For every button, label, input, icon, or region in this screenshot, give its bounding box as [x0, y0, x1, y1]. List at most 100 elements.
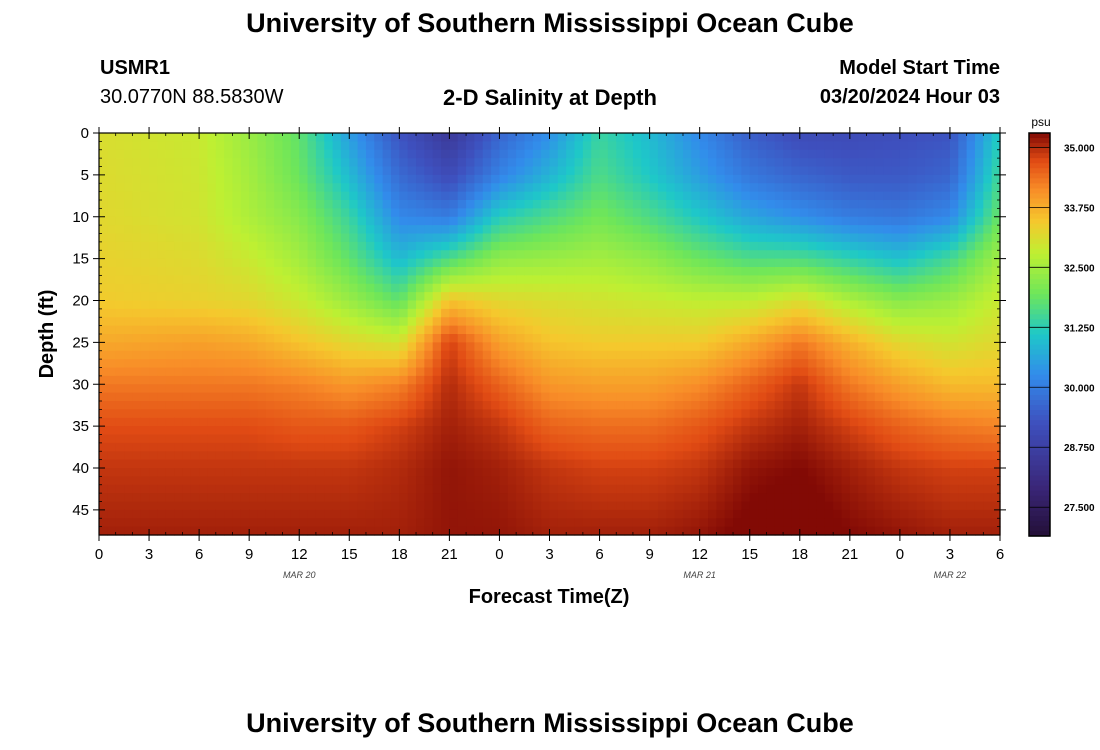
- heatmap-cell: [657, 166, 667, 176]
- heatmap-cell: [390, 459, 400, 469]
- heatmap-cell: [290, 183, 300, 193]
- heatmap-cell: [249, 526, 259, 536]
- heatmap-cell: [115, 292, 125, 302]
- heatmap-cell: [858, 292, 868, 302]
- heatmap-cell: [491, 342, 501, 352]
- heatmap-cell: [682, 174, 692, 184]
- heatmap-cell: [774, 158, 784, 168]
- heatmap-cell: [674, 509, 684, 519]
- heatmap-cell: [324, 409, 334, 419]
- heatmap-cell: [299, 493, 309, 503]
- heatmap-cell: [466, 367, 476, 377]
- heatmap-cell: [699, 359, 709, 369]
- heatmap-cell: [783, 158, 793, 168]
- heatmap-cell: [783, 401, 793, 410]
- heatmap-cell: [624, 216, 634, 226]
- heatmap-cell: [182, 468, 192, 477]
- heatmap-cell: [399, 375, 409, 385]
- heatmap-cell: [257, 183, 267, 193]
- heatmap-cell: [682, 191, 692, 201]
- heatmap-cell: [657, 409, 667, 419]
- heatmap-cell: [457, 518, 467, 528]
- heatmap-cell: [524, 501, 534, 511]
- heatmap-cell: [274, 158, 284, 168]
- heatmap-cell: [708, 468, 717, 477]
- heatmap-cell: [899, 493, 909, 503]
- heatmap-cell: [349, 267, 359, 276]
- heatmap-cell: [908, 342, 918, 352]
- heatmap-cell: [691, 166, 701, 176]
- heatmap-cell: [657, 426, 667, 436]
- heatmap-cell: [441, 300, 450, 310]
- heatmap-cell: [866, 241, 876, 251]
- heatmap-cell: [799, 174, 809, 184]
- heatmap-cell: [599, 183, 609, 193]
- heatmap-cell: [457, 476, 467, 486]
- heatmap-cell: [182, 509, 192, 519]
- heatmap-cell: [549, 174, 559, 184]
- heatmap-cell: [799, 401, 809, 410]
- heatmap-cell: [841, 476, 851, 486]
- heatmap-cell: [265, 409, 275, 419]
- heatmap-cell: [849, 267, 859, 276]
- heatmap-cell: [132, 526, 142, 536]
- heatmap-cell: [390, 434, 400, 444]
- heatmap-cell: [958, 342, 968, 352]
- heatmap-cell: [824, 468, 834, 477]
- heatmap-cell: [457, 325, 467, 335]
- heatmap-cell: [466, 434, 476, 444]
- heatmap-cell: [824, 417, 834, 427]
- heatmap-cell: [399, 518, 409, 528]
- heatmap-cell: [616, 216, 626, 226]
- heatmap-cell: [474, 158, 484, 168]
- heatmap-cell: [257, 250, 267, 260]
- heatmap-cell: [649, 325, 659, 335]
- heatmap-cell: [783, 216, 793, 226]
- heatmap-cell: [340, 325, 350, 335]
- heatmap-cell: [541, 216, 551, 226]
- heatmap-cell: [140, 401, 150, 410]
- heatmap-cell: [482, 417, 492, 427]
- heatmap-cell: [774, 518, 784, 528]
- heatmap-cell: [257, 350, 267, 360]
- heatmap-cell: [107, 300, 117, 310]
- heatmap-cell: [132, 317, 142, 327]
- heatmap-cell: [466, 149, 476, 159]
- heatmap-cell: [674, 392, 684, 402]
- heatmap-cell: [841, 233, 851, 243]
- heatmap-cell: [783, 434, 793, 444]
- heatmap-cell: [574, 451, 584, 461]
- heatmap-cell: [365, 216, 375, 226]
- heatmap-cell: [899, 283, 909, 293]
- heatmap-cell: [99, 308, 108, 318]
- heatmap-cell: [324, 342, 334, 352]
- heatmap-cell: [449, 476, 459, 486]
- heatmap-cell: [758, 451, 767, 461]
- heatmap-cell: [958, 493, 968, 503]
- heatmap-cell: [240, 133, 250, 142]
- heatmap-cell: [641, 183, 651, 193]
- heatmap-cell: [541, 250, 551, 260]
- heatmap-cell: [741, 258, 751, 268]
- heatmap-cell: [274, 216, 284, 226]
- heatmap-cell: [816, 283, 826, 293]
- heatmap-cell: [924, 384, 934, 394]
- heatmap-cell: [224, 434, 234, 444]
- heatmap-cell: [699, 468, 709, 477]
- heatmap-cell: [190, 174, 200, 184]
- heatmap-cell: [924, 509, 934, 519]
- heatmap-cell: [574, 434, 584, 444]
- heatmap-cell: [858, 216, 868, 226]
- heatmap-cell: [607, 334, 617, 343]
- heatmap-cell: [691, 267, 701, 276]
- heatmap-cell: [174, 200, 184, 209]
- heatmap-cell: [916, 258, 926, 268]
- heatmap-cell: [174, 225, 184, 235]
- heatmap-cell: [115, 275, 125, 285]
- heatmap-cell: [290, 317, 300, 327]
- heatmap-cell: [240, 434, 250, 444]
- heatmap-cell: [357, 292, 367, 302]
- heatmap-cell: [599, 384, 609, 394]
- heatmap-cell: [799, 308, 809, 318]
- heatmap-cell: [507, 183, 517, 193]
